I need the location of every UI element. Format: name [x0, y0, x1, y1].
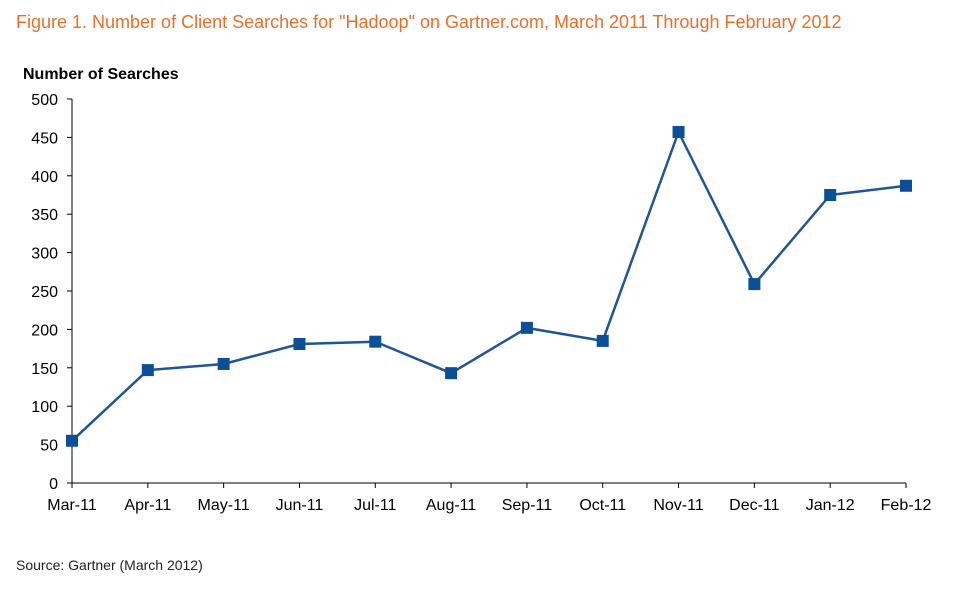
data-point-marker [217, 357, 230, 370]
y-tick-label: 350 [31, 207, 58, 224]
x-tick-label: Mar-11 [47, 497, 97, 514]
data-point-marker [369, 335, 382, 348]
y-tick-label: 200 [31, 322, 58, 339]
data-point-marker [748, 278, 761, 291]
x-tick-label: Aug-11 [426, 497, 477, 514]
x-tick-label: Nov-11 [653, 497, 703, 514]
y-tick-label: 500 [31, 92, 58, 109]
data-point-marker [672, 126, 685, 139]
x-tick-label: Feb-12 [881, 497, 932, 514]
y-tick-label: 450 [31, 130, 58, 147]
data-point-marker [824, 189, 837, 201]
x-tick-label: Oct-11 [579, 497, 626, 514]
x-tick-label: Jul-11 [354, 497, 396, 514]
y-tick-label: 100 [31, 399, 58, 416]
y-axis-label: Number of Searches [23, 66, 179, 83]
source-note: Source: Gartner (March 2012) [16, 557, 203, 573]
x-tick-label: May-11 [198, 497, 250, 514]
x-tick-label: Dec-11 [729, 497, 779, 514]
data-point-marker [66, 434, 78, 447]
y-tick-label: 300 [31, 246, 58, 263]
y-tick-label: 50 [40, 438, 58, 455]
x-tick-label: Jan-12 [806, 497, 855, 514]
x-tick-label: Jun-11 [276, 497, 324, 514]
figure-title: Figure 1. Number of Client Searches for … [16, 12, 842, 32]
y-tick-label: 150 [31, 361, 58, 378]
series-line [71, 130, 907, 442]
data-point-marker [141, 364, 154, 377]
data-point-marker [596, 334, 609, 347]
x-tick-label: Sep-11 [502, 497, 553, 514]
data-point-marker [520, 321, 533, 334]
x-tick-label: Apr-11 [124, 497, 171, 514]
data-point-marker [445, 367, 458, 380]
y-tick-label: 0 [49, 476, 58, 493]
y-tick-label: 250 [31, 284, 58, 301]
data-point-marker [900, 179, 912, 192]
y-tick-label: 400 [31, 169, 58, 186]
data-point-marker [293, 337, 306, 350]
